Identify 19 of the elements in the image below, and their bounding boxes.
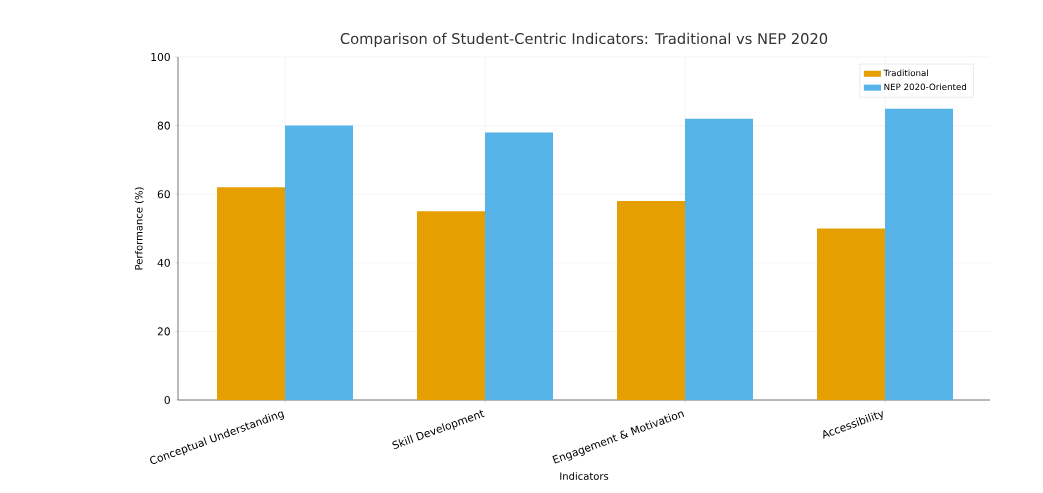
bar	[417, 211, 485, 400]
y-tick-label: 60	[157, 190, 170, 199]
bar	[885, 108, 954, 400]
bar	[817, 228, 886, 400]
y-tick-label: 0	[164, 395, 170, 405]
x-axis-title: Indicators	[560, 472, 609, 480]
y-tick-label: 40	[157, 258, 170, 267]
legend-label: Traditional	[883, 69, 928, 77]
y-tick-label: 20	[157, 327, 170, 336]
bar	[685, 118, 753, 400]
y-axis-title: Performance (%)	[134, 187, 144, 270]
y-tick-label: 80	[157, 121, 170, 130]
y-tick-label: 100	[151, 52, 170, 62]
bar	[285, 125, 353, 400]
bar	[617, 201, 685, 400]
bar	[217, 187, 285, 400]
legend-label: NEP 2020-Oriented	[884, 83, 967, 91]
chart-title: Comparison of Student-Centric Indicators: Traditional vs NEP 2020	[340, 32, 828, 47]
bar	[485, 132, 553, 400]
